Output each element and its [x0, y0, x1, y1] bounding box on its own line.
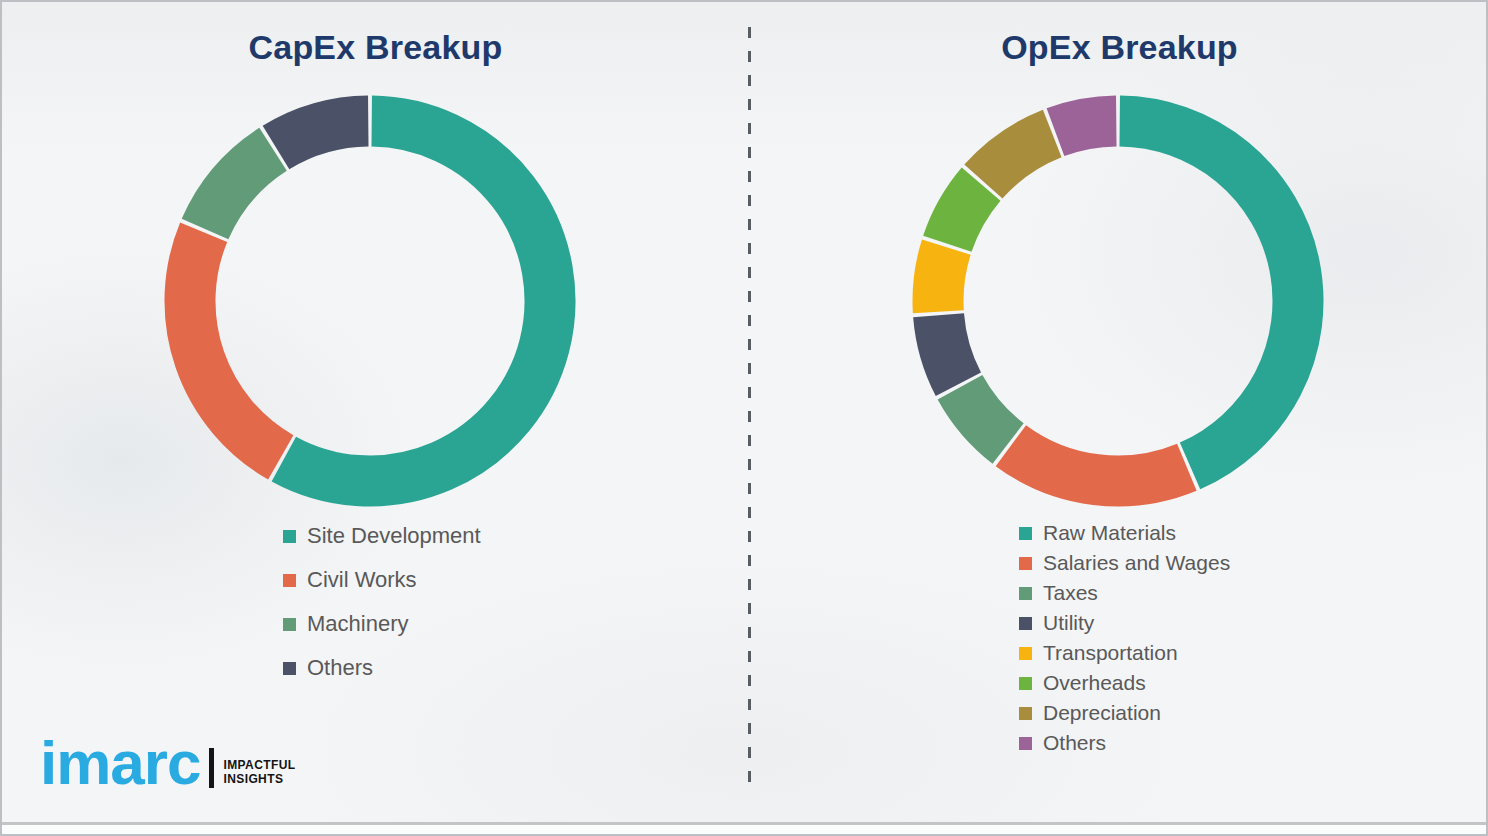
legend-label: Machinery	[307, 611, 408, 637]
slide: CapEx Breakup OpEx Breakup Site Developm…	[0, 0, 1488, 836]
legend-label: Overheads	[1043, 671, 1146, 695]
logo-divider-bar	[209, 748, 214, 788]
legend-swatch-taxes	[1019, 587, 1032, 600]
donut-slice-depreciation	[983, 133, 1052, 181]
imarc-logo-text: imarc	[40, 732, 200, 794]
donut-slice-overheads	[947, 184, 981, 244]
capex-legend: Site Development Civil Works Machinery Othe…	[283, 514, 481, 690]
legend-swatch-raw-materials	[1019, 527, 1032, 540]
legend-item-machinery: Machinery	[283, 602, 481, 646]
legend-item-taxes: Taxes	[1019, 578, 1230, 608]
legend-label: Site Development	[307, 523, 481, 549]
opex-title: OpEx Breakup	[749, 28, 1488, 67]
legend-item-others: Others	[1019, 728, 1230, 758]
legend-label: Salaries and Wages	[1043, 551, 1230, 575]
legend-swatch-site-development	[283, 530, 296, 543]
legend-item-depreciation: Depreciation	[1019, 698, 1230, 728]
donut-slice-civil-works	[190, 232, 281, 457]
opex-donut-chart	[912, 95, 1324, 507]
legend-item-salaries-and-wages: Salaries and Wages	[1019, 548, 1230, 578]
opex-legend: Raw Materials Salaries and Wages Taxes Util…	[1019, 518, 1230, 758]
legend-label: Depreciation	[1043, 701, 1161, 725]
legend-swatch-utility	[1019, 617, 1032, 630]
legend-swatch-overheads	[1019, 677, 1032, 690]
donut-slice-utility	[939, 315, 959, 384]
donut-slice-machinery	[205, 149, 273, 229]
donut-slice-salaries-and-wages	[1011, 446, 1187, 481]
donut-slice-others	[276, 121, 368, 147]
legend-swatch-depreciation	[1019, 707, 1032, 720]
legend-swatch-transportation	[1019, 647, 1032, 660]
legend-label: Others	[1043, 731, 1106, 755]
legend-item-site-development: Site Development	[283, 514, 481, 558]
legend-item-transportation: Transportation	[1019, 638, 1230, 668]
legend-item-overheads: Overheads	[1019, 668, 1230, 698]
legend-label: Others	[307, 655, 373, 681]
bottom-margin	[2, 825, 1486, 836]
imarc-logo: imarc IMPACTFUL INSIGHTS	[40, 732, 296, 794]
donut-slice-others	[1055, 121, 1116, 132]
donut-slice-transportation	[938, 247, 946, 312]
legend-swatch-salaries-and-wages	[1019, 557, 1032, 570]
donut-slice-site-development	[284, 121, 550, 481]
logo-tagline-line1: IMPACTFUL	[223, 758, 295, 772]
legend-label: Transportation	[1043, 641, 1178, 665]
legend-label: Utility	[1043, 611, 1094, 635]
logo-tagline: IMPACTFUL INSIGHTS	[223, 758, 295, 786]
capex-title: CapEx Breakup	[2, 28, 749, 67]
legend-label: Taxes	[1043, 581, 1098, 605]
legend-item-utility: Utility	[1019, 608, 1230, 638]
donut-slice-taxes	[960, 387, 1008, 443]
legend-swatch-others	[1019, 737, 1032, 750]
logo-tagline-line2: INSIGHTS	[223, 772, 295, 786]
panel-divider-dashed-line	[748, 27, 751, 792]
legend-item-raw-materials: Raw Materials	[1019, 518, 1230, 548]
legend-swatch-civil-works	[283, 574, 296, 587]
legend-swatch-others	[283, 662, 296, 675]
legend-item-others: Others	[283, 646, 481, 690]
capex-donut-chart	[164, 95, 576, 507]
donut-slice-raw-materials	[1120, 121, 1298, 466]
legend-label: Raw Materials	[1043, 521, 1176, 545]
legend-label: Civil Works	[307, 567, 417, 593]
legend-swatch-machinery	[283, 618, 296, 631]
legend-item-civil-works: Civil Works	[283, 558, 481, 602]
